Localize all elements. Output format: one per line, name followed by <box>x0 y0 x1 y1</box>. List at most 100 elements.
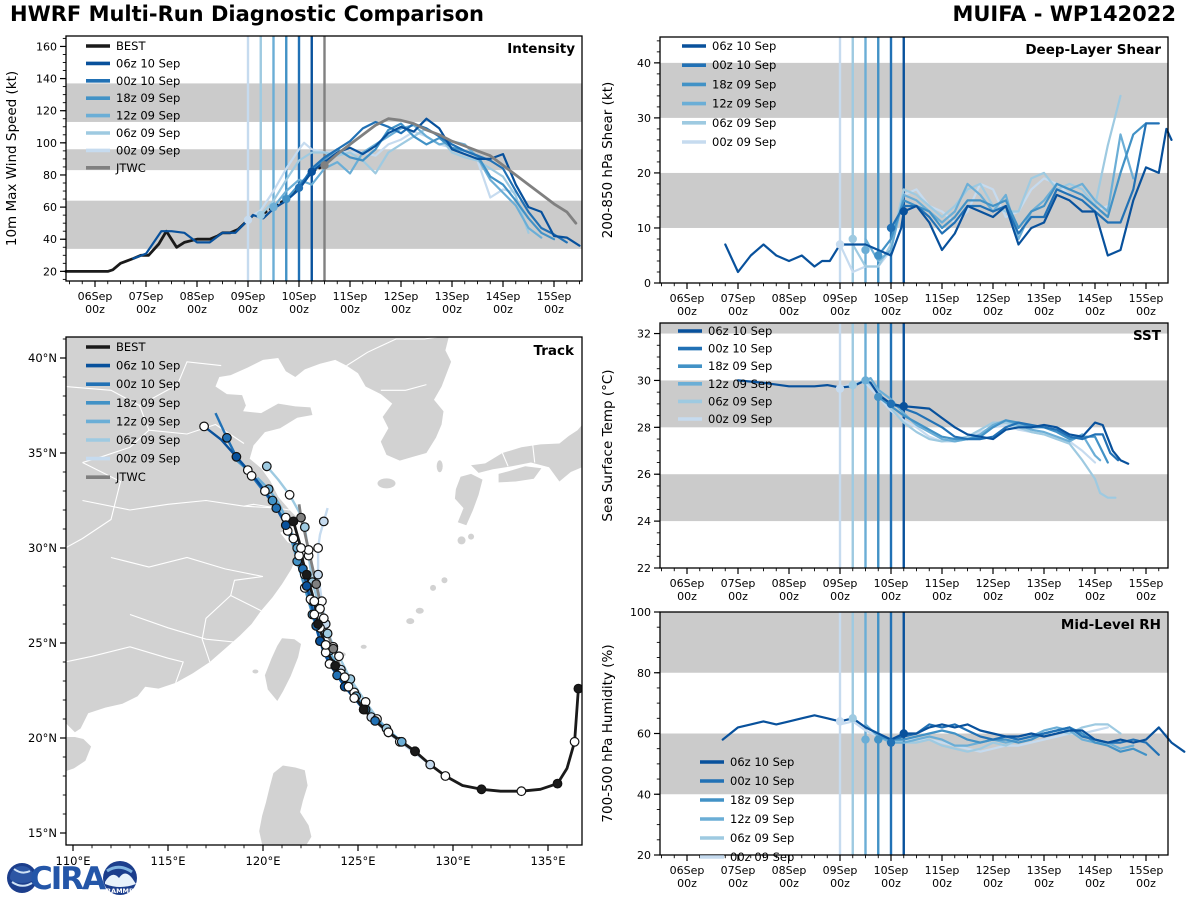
legend-label: 06z 10 Sep <box>730 755 794 769</box>
init-dot <box>307 167 316 176</box>
y-tick-label: 20 <box>43 265 57 278</box>
track-fix-filled <box>358 704 369 715</box>
legend-label: 00z 09 Sep <box>712 135 776 149</box>
track-fix-filled <box>313 569 324 580</box>
x-tick-label: 06Sep <box>670 864 705 877</box>
track-fix-open <box>569 736 580 747</box>
x-tick-label: 12Sep <box>976 864 1011 877</box>
landmass <box>66 337 452 733</box>
track-fix-filled <box>573 683 582 694</box>
x-tick-label: 125°E <box>341 854 376 868</box>
x-tick-label: 10Sep <box>874 864 909 877</box>
y-tick-label: 140 <box>36 73 57 86</box>
x-tick-label: 00z <box>1136 877 1156 890</box>
admin-border <box>66 462 122 549</box>
intensity-panel: 06Sep00z07Sep00z08Sep00z09Sep00z10Sep00z… <box>4 35 583 316</box>
x-tick-label: 00z <box>779 305 799 318</box>
x-tick-label: 00z <box>1085 590 1105 603</box>
admin-border <box>82 499 279 511</box>
x-tick-label: 00z <box>1085 877 1105 890</box>
x-tick-label: 07Sep <box>721 864 756 877</box>
x-tick-label: 00z <box>1034 877 1054 890</box>
track-fix-open <box>349 693 360 703</box>
x-tick-label: 07Sep <box>721 577 756 590</box>
legend-label: 00z 10 Sep <box>116 377 180 391</box>
x-tick-label: 07Sep <box>721 292 756 305</box>
landmass <box>471 425 582 482</box>
init-dot <box>835 717 845 726</box>
init-dot <box>835 240 845 249</box>
track-fix-filled <box>231 451 242 462</box>
island <box>436 460 443 473</box>
series-line-18z-09-Sep <box>877 395 1109 464</box>
legend-label: 06z 10 Sep <box>116 359 180 373</box>
x-tick-label: 13Sep <box>1027 864 1062 877</box>
y-tick-label: 35°N <box>28 446 57 460</box>
admin-border <box>380 384 427 391</box>
panel-title: SST <box>1133 328 1162 344</box>
x-tick-label: 00z <box>779 590 799 603</box>
agency-logos: CIRA RAMMB <box>4 856 164 900</box>
x-tick-label: 00z <box>289 303 309 316</box>
axes-frame <box>659 322 1169 569</box>
x-tick-label: 00z <box>677 590 697 603</box>
x-tick-label: 10Sep <box>874 577 909 590</box>
y-axis-title: 10m Max Wind Speed (kt) <box>4 71 20 246</box>
x-tick-label: 00z <box>677 305 697 318</box>
init-dot <box>848 234 857 244</box>
series-line-06z-10-Sep <box>132 117 581 260</box>
legend-label: 12z 09 Sep <box>708 377 772 391</box>
series-line-12z-09-Sep <box>864 723 1135 750</box>
init-dot <box>874 392 883 402</box>
track-fix-open <box>309 609 320 620</box>
track-fix-filled <box>322 628 333 639</box>
x-tick-label: 11Sep <box>925 864 960 877</box>
admin-border <box>139 361 222 406</box>
category-band <box>660 474 1168 522</box>
admin-border <box>167 657 184 684</box>
x-tick-label: 00z <box>1136 590 1156 603</box>
track-fix-open <box>313 543 324 553</box>
y-tick-label: 0 <box>644 277 651 290</box>
category-band <box>660 323 1168 334</box>
legend-label: BEST <box>116 39 146 53</box>
y-tick-label: 40 <box>637 788 651 801</box>
track-fix-open <box>288 533 299 544</box>
track-fix-open <box>339 672 350 683</box>
y-tick-label: 100 <box>36 137 57 150</box>
init-dot <box>899 402 908 411</box>
init-dot <box>835 384 845 393</box>
track-fix-filled <box>271 503 282 514</box>
legend-label: 00z 10 Sep <box>116 74 180 88</box>
x-tick-label: 00z <box>187 303 207 316</box>
init-dot <box>848 380 857 390</box>
init-dot <box>886 738 896 747</box>
init-dot <box>243 215 253 225</box>
legend-label: 06z 10 Sep <box>708 324 772 338</box>
y-tick-label: 20 <box>637 849 651 862</box>
track-fix-filled <box>425 759 436 770</box>
series-line-00z-09-Sep <box>838 177 1109 274</box>
track-fix-filled <box>280 520 291 531</box>
series-line-06z-10-Sep <box>721 714 1186 753</box>
series-line-00z-10-Sep <box>889 122 1160 235</box>
init-dot <box>899 207 908 216</box>
legend-label: 00z 09 Sep <box>116 452 180 466</box>
track-fix-filled <box>299 522 310 532</box>
track-fix-filled <box>476 784 487 795</box>
track-fix-open <box>343 681 354 692</box>
landmass <box>498 466 542 483</box>
shear-panel: 06Sep00z07Sep00z08Sep00z09Sep00z10Sep00z… <box>600 36 1173 318</box>
legend-label: 00z 09 Sep <box>730 850 794 864</box>
track-fix-open <box>315 603 325 614</box>
legend-label: BEST <box>116 340 146 354</box>
series-line-00z-10-Sep <box>889 402 1120 462</box>
init-dot <box>269 202 278 212</box>
track-fix-open <box>440 771 451 781</box>
x-tick-label: 00z <box>728 877 748 890</box>
x-tick-label: 15Sep <box>1129 292 1164 305</box>
panel-title: Mid-Level RH <box>1061 617 1161 633</box>
category-band <box>660 380 1168 428</box>
x-tick-label: 00z <box>677 877 697 890</box>
